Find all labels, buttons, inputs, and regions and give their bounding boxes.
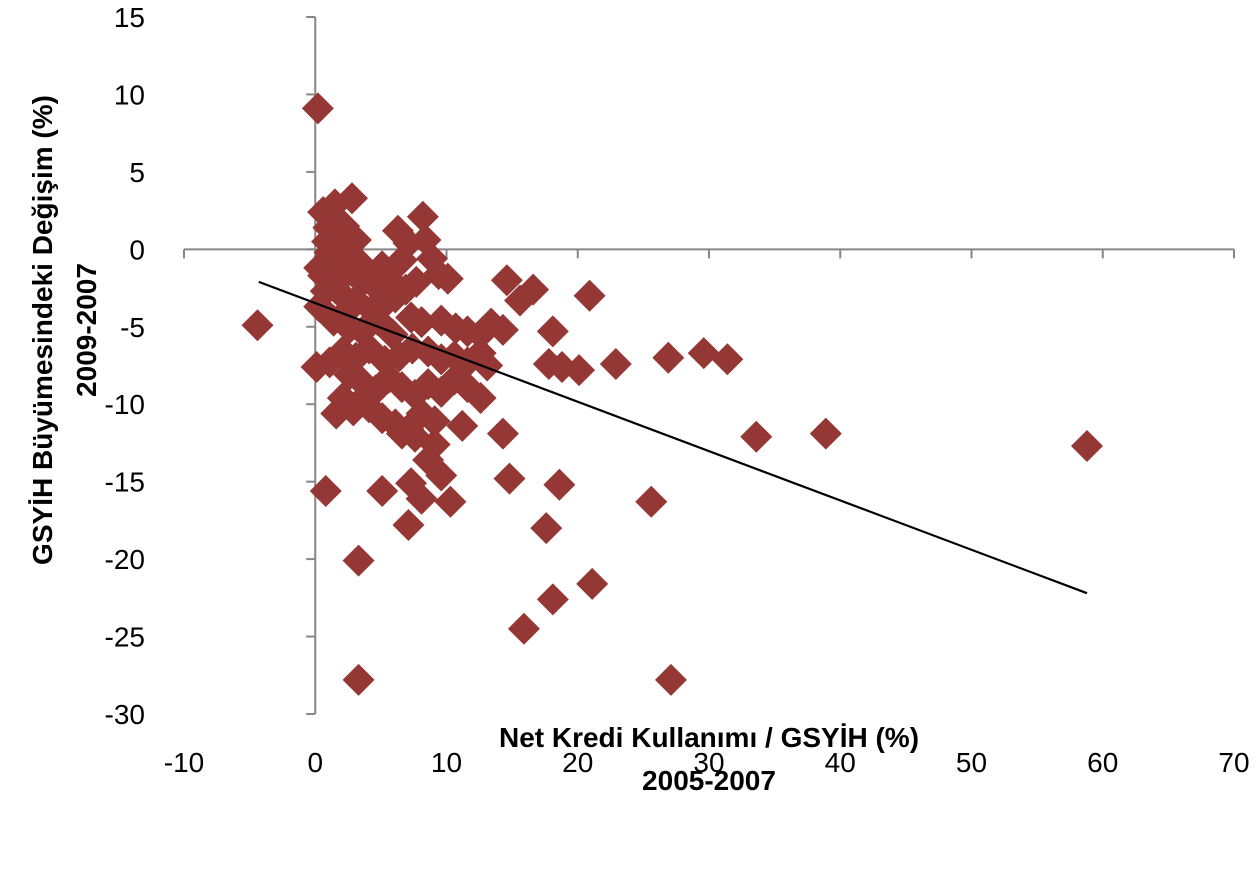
data-point (336, 182, 368, 215)
data-point (740, 420, 773, 453)
data-point (530, 512, 563, 545)
data-point (599, 347, 632, 380)
y-tick-label: -10 (105, 389, 145, 420)
y-tick-label: 5 (129, 157, 145, 188)
x-tick-label: 30 (693, 747, 724, 778)
data-point (309, 474, 342, 507)
data-point (301, 92, 334, 125)
data-point (339, 224, 372, 257)
data-point (687, 337, 720, 370)
data-point (486, 313, 519, 346)
x-tick-label: 40 (825, 747, 856, 778)
data-point (576, 567, 609, 600)
data-point (507, 612, 540, 645)
y-axis-subtitle: 2009-2007 (71, 263, 102, 397)
data-point (493, 462, 526, 495)
data-point (573, 279, 606, 312)
data-point (409, 224, 442, 257)
data-point (405, 306, 438, 339)
data-point (563, 354, 596, 387)
data-point (366, 474, 399, 507)
data-point (395, 467, 428, 500)
trendline-layer (258, 280, 1088, 595)
y-axis-title: GSYİH Büyümesindeki Değişim (%) (27, 95, 58, 565)
data-point (418, 405, 451, 438)
y-tick-label: 15 (114, 2, 145, 33)
data-point (486, 417, 519, 450)
data-point (425, 459, 458, 492)
y-tick-label: 10 (114, 79, 145, 110)
y-tick-label: -30 (105, 699, 145, 730)
data-point (446, 409, 479, 442)
y-tick-label: -15 (105, 467, 145, 498)
y-tick-label: -5 (120, 312, 145, 343)
data-point (543, 468, 576, 501)
y-tick-label: 0 (129, 234, 145, 265)
data-point (431, 262, 464, 295)
data-point (711, 343, 744, 376)
tick-labels: -10 0 10 20 30 40 50 60 70151050-5-10-15-20-25-3… (105, 2, 1250, 778)
y-tick-label: -25 (105, 622, 145, 653)
data-point (392, 509, 425, 542)
data-point (536, 583, 569, 616)
data-point (241, 309, 274, 342)
data-point (342, 663, 375, 696)
data-point (471, 349, 504, 382)
x-tick-label: 50 (956, 747, 987, 778)
x-tick-label: 20 (562, 747, 593, 778)
trendline (258, 280, 1088, 595)
data-point (536, 315, 569, 348)
x-axis-title: Net Kredi Kullanımı / GSYİH (%) (499, 722, 919, 753)
y-tick-label: -20 (105, 544, 145, 575)
data-point (342, 544, 375, 577)
data-point (434, 485, 467, 518)
x-tick-label: -10 (164, 747, 204, 778)
data-point (517, 273, 550, 306)
data-point (464, 382, 497, 415)
x-tick-label: 0 (307, 747, 323, 778)
data-point (654, 663, 687, 696)
x-tick-label: 70 (1218, 747, 1249, 778)
data-points (241, 92, 1103, 696)
x-tick-label: 60 (1087, 747, 1118, 778)
data-point (809, 417, 842, 450)
data-point (635, 485, 668, 518)
data-point (406, 200, 439, 233)
data-point (1071, 430, 1103, 463)
x-tick-label: 10 (431, 747, 462, 778)
data-point (652, 341, 685, 374)
x-axis-subtitle: 2005-2007 (642, 765, 776, 796)
data-point (490, 264, 523, 297)
data-point (385, 244, 418, 277)
